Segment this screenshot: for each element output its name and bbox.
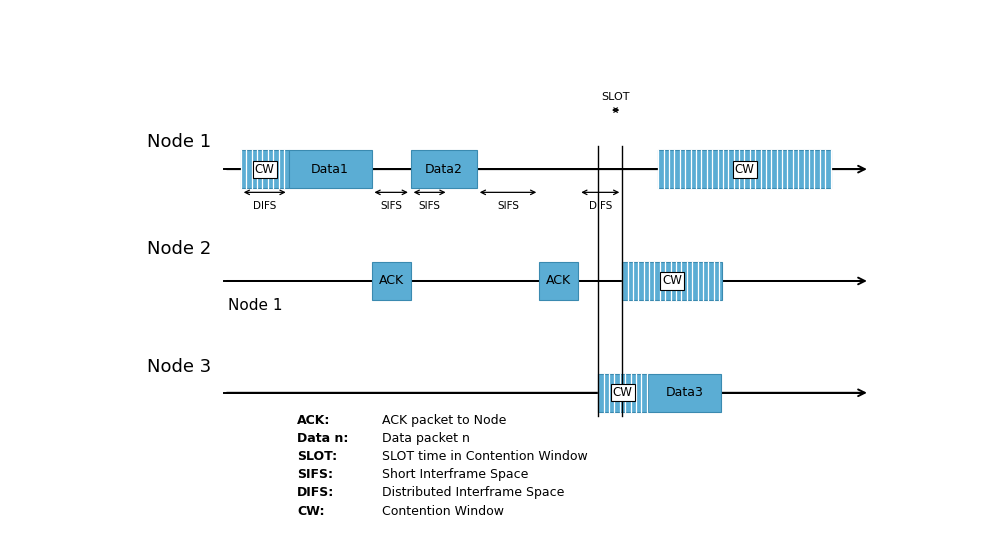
Text: ACK: ACK [379,275,404,288]
Text: SLOT: SLOT [601,92,630,101]
Text: CW: CW [255,163,275,176]
Text: CW: CW [735,163,755,176]
Text: SIFS: SIFS [497,201,519,211]
Text: Short Interframe Space: Short Interframe Space [374,469,528,481]
Text: Data packet n: Data packet n [374,432,470,445]
Text: CW:: CW: [297,505,324,518]
Bar [649,374,721,412]
Text: Data3: Data3 [666,386,703,399]
Text: Node 1: Node 1 [147,133,211,151]
Text: Distributed Interframe Space: Distributed Interframe Space [374,487,564,499]
Bar [659,150,831,188]
Text: DIFS: DIFS [253,201,277,211]
Text: CW: CW [663,275,682,288]
Text: Node 2: Node 2 [147,241,211,258]
Bar [372,262,411,300]
Text: Data2: Data2 [425,163,462,176]
Text: SIFS:: SIFS: [297,469,333,481]
Text: SLOT:: SLOT: [297,450,337,463]
Text: Node 1: Node 1 [228,298,283,313]
Text: Node 3: Node 3 [147,358,211,376]
Text: SIFS: SIFS [419,201,440,211]
Text: Contention Window: Contention Window [374,505,504,518]
Text: ACK packet to Node: ACK packet to Node [374,414,506,427]
Text: SIFS: SIFS [380,201,402,211]
Text: CW: CW [613,386,633,399]
Bar [411,150,477,188]
Bar [622,262,722,300]
Bar [598,374,647,412]
Text: ACK: ACK [547,275,571,288]
Text: SLOT time in Contention Window: SLOT time in Contention Window [374,450,587,463]
Bar [540,262,578,300]
Text: DIFS: DIFS [588,201,612,211]
Text: DIFS:: DIFS: [297,487,334,499]
Bar [289,150,372,188]
Bar [241,150,289,188]
Text: Data1: Data1 [311,163,349,176]
Text: Data n:: Data n: [297,432,348,445]
Text: ACK:: ACK: [297,414,330,427]
